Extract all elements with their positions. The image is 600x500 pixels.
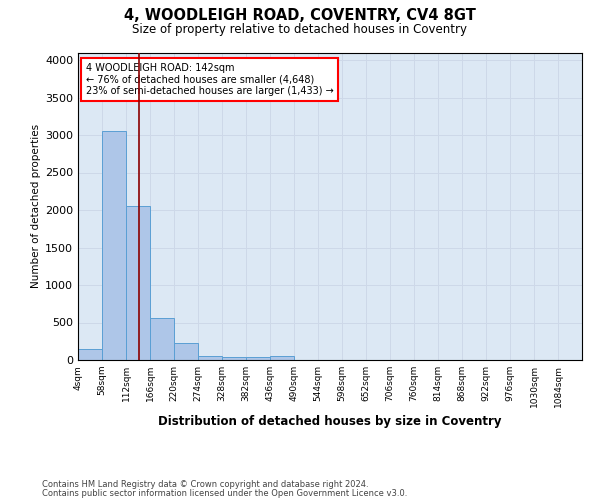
- Bar: [102, 131, 126, 360]
- Y-axis label: Number of detached properties: Number of detached properties: [31, 124, 41, 288]
- Text: Size of property relative to detached houses in Coventry: Size of property relative to detached ho…: [133, 22, 467, 36]
- X-axis label: Distribution of detached houses by size in Coventry: Distribution of detached houses by size …: [158, 416, 502, 428]
- Text: 4 WOODLEIGH ROAD: 142sqm
← 76% of detached houses are smaller (4,648)
23% of sem: 4 WOODLEIGH ROAD: 142sqm ← 76% of detach…: [86, 64, 334, 96]
- Bar: [198, 356, 222, 360]
- Text: Contains HM Land Registry data © Crown copyright and database right 2024.: Contains HM Land Registry data © Crown c…: [42, 480, 368, 489]
- Bar: [150, 318, 174, 360]
- Bar: [174, 343, 198, 360]
- Text: 4, WOODLEIGH ROAD, COVENTRY, CV4 8GT: 4, WOODLEIGH ROAD, COVENTRY, CV4 8GT: [124, 8, 476, 22]
- Bar: [222, 356, 246, 360]
- Bar: [270, 356, 294, 360]
- Bar: [78, 349, 102, 360]
- Bar: [246, 357, 270, 360]
- Text: Contains public sector information licensed under the Open Government Licence v3: Contains public sector information licen…: [42, 490, 407, 498]
- Bar: [126, 206, 150, 360]
